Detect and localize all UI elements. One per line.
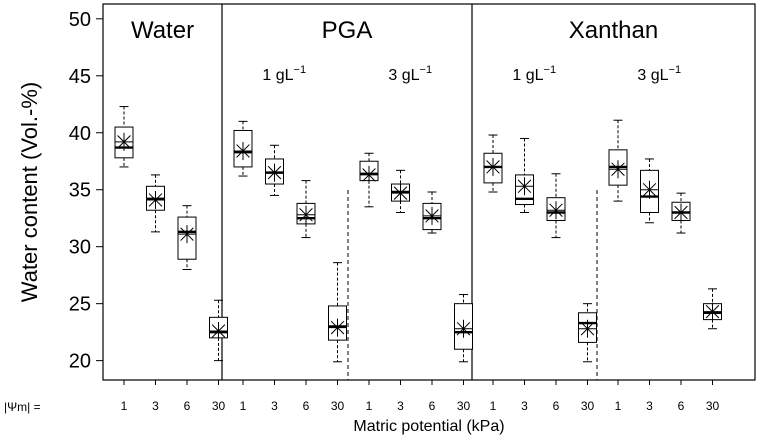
subgroup-label-main: 1 gL (512, 67, 543, 84)
y-tick-label: 25 (69, 294, 91, 316)
mean-marker (454, 319, 473, 338)
subgroup-label: 1 gL−1 (262, 64, 306, 84)
subgroup-label-main: 3 gL (388, 67, 419, 84)
x-tick-label: 30 (581, 399, 595, 413)
mean-marker (609, 160, 627, 179)
subgroup-label-main: 1 gL (262, 67, 293, 84)
mean-marker (640, 180, 659, 199)
subgroup-label-exponent: −1 (294, 64, 307, 76)
plot-frame (102, 3, 756, 381)
x-tick-label: 30 (212, 399, 226, 413)
x-tick-label: 1 (240, 399, 247, 413)
x-tick-label: 1 (490, 399, 497, 413)
x-tick-label: 30 (457, 399, 471, 413)
mean-marker (115, 132, 133, 151)
x-axis-label: Matric potential (kPa) (353, 418, 504, 435)
x-tick-label: 6 (553, 399, 560, 413)
mean-marker (209, 322, 228, 341)
mean-marker (515, 177, 534, 196)
mean-marker (234, 141, 252, 160)
subgroup-label-main: 3 gL (637, 67, 668, 84)
panel-label-water: Water (131, 17, 194, 44)
mean-marker (484, 157, 502, 176)
x-tick-label: 6 (678, 399, 685, 413)
x-tick-label: 6 (184, 399, 191, 413)
x-tick-label: 30 (706, 399, 720, 413)
y-tick-label: 50 (69, 9, 91, 31)
x-row-label: |Ψm| = (4, 400, 41, 414)
x-tick-label: 3 (646, 399, 653, 413)
x-tick-label: 6 (303, 399, 310, 413)
mean-marker (328, 318, 347, 337)
x-tick-label: 3 (521, 399, 528, 413)
mean-marker (391, 184, 410, 203)
x-tick-label: 3 (397, 399, 404, 413)
subgroup-label-exponent: −1 (420, 64, 433, 76)
mean-marker (297, 205, 315, 224)
subgroup-label-exponent: −1 (669, 64, 682, 76)
mean-marker (423, 206, 441, 225)
y-tick-label: 20 (69, 351, 91, 373)
x-tick-label: 1 (366, 399, 373, 413)
mean-marker (360, 165, 378, 184)
mean-marker (265, 163, 284, 182)
subgroup-label: 3 gL−1 (388, 64, 432, 84)
mean-marker (672, 203, 690, 222)
x-tick-label: 3 (271, 399, 278, 413)
subgroup-label-exponent: −1 (544, 64, 557, 76)
mean-marker (547, 201, 565, 220)
x-tick-label: 30 (331, 399, 345, 413)
y-axis-label: Water content (Vol.-%) (17, 82, 42, 302)
mean-marker (578, 319, 597, 338)
x-tick-label: 1 (615, 399, 622, 413)
x-tick-label: 1 (121, 399, 128, 413)
subgroup-label: 1 gL−1 (512, 64, 556, 84)
y-tick-label: 40 (69, 123, 91, 145)
x-tick-label: 3 (152, 399, 159, 413)
mean-marker (178, 225, 196, 244)
panel-label-pga: PGA (322, 17, 373, 44)
y-tick-label: 45 (69, 66, 91, 88)
subgroup-label: 3 gL−1 (637, 64, 681, 84)
panel-label-xanthan: Xanthan (569, 17, 658, 44)
y-tick-label: 30 (69, 237, 91, 259)
mean-marker (703, 302, 722, 321)
x-tick-label: 6 (429, 399, 436, 413)
y-tick-label: 35 (69, 180, 91, 202)
mean-marker (146, 190, 165, 209)
